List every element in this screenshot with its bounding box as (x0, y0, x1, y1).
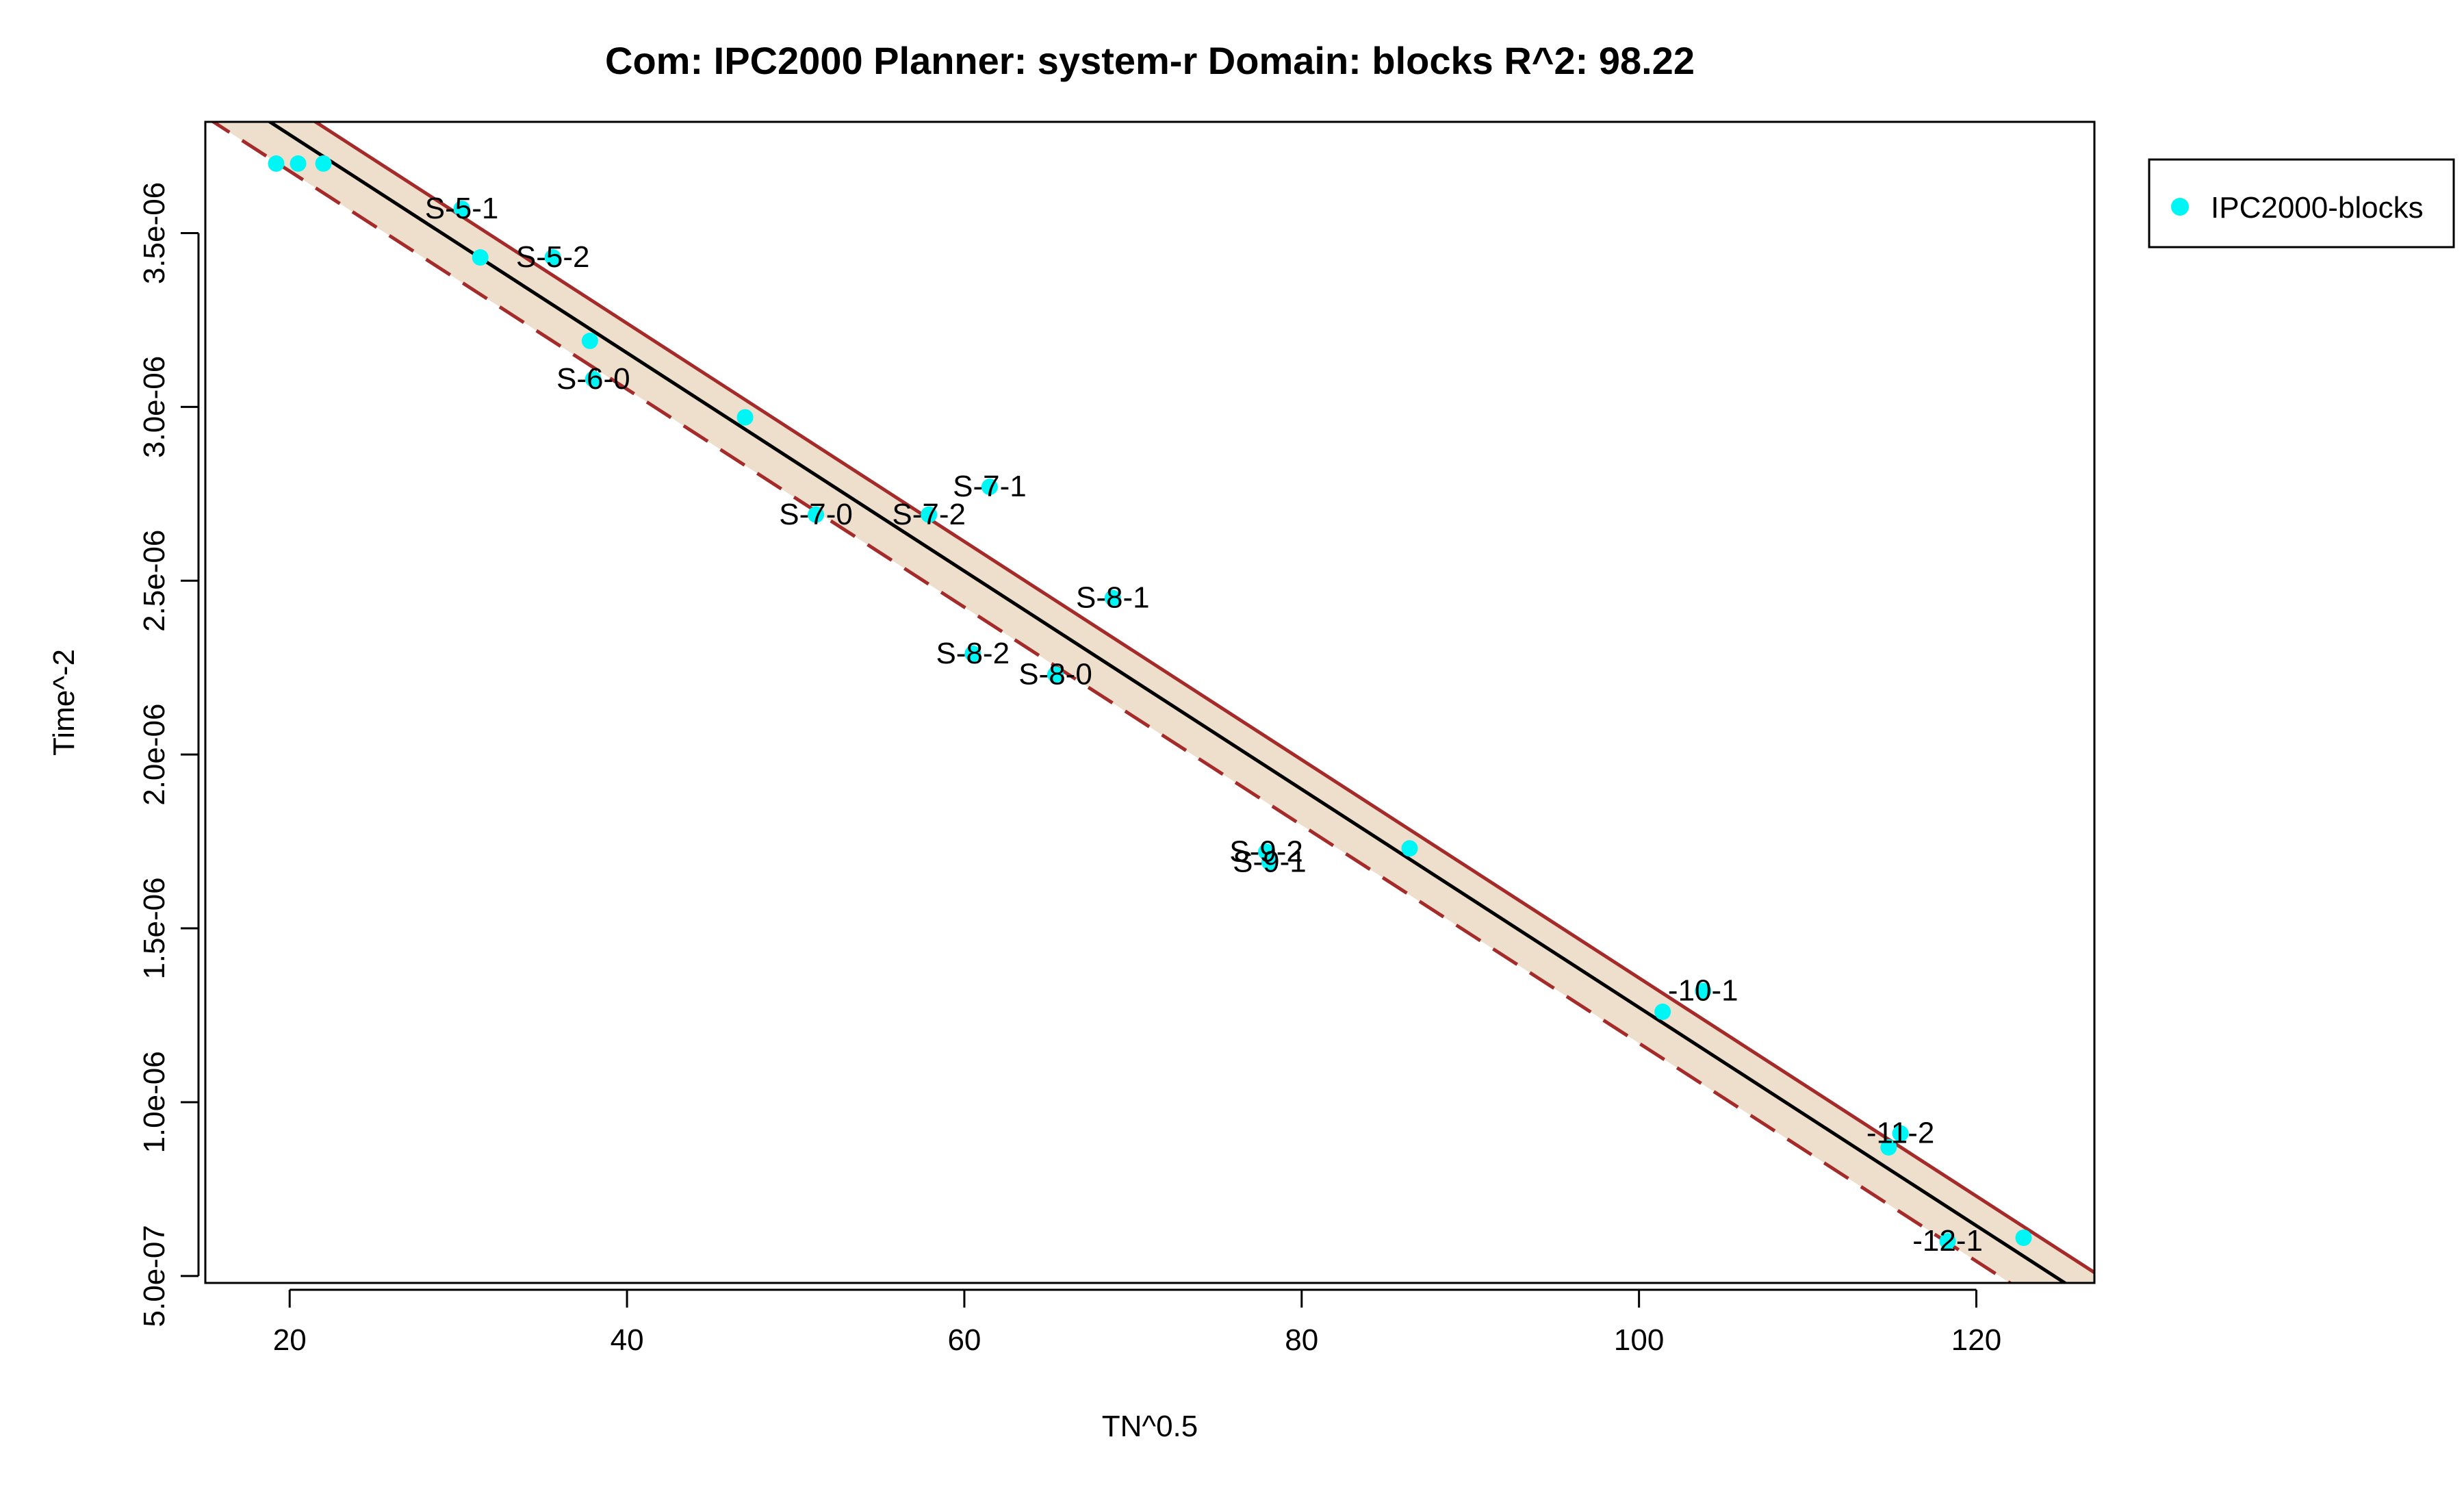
y-tick-label: 2.5e-06 (138, 530, 171, 632)
data-point (581, 332, 598, 349)
point-label: S-7-1 (953, 470, 1027, 503)
y-axis-label: Time^-2 (47, 649, 81, 756)
data-point (1695, 982, 1712, 1000)
confidence-band (210, 122, 2094, 1283)
data-point (1939, 1233, 1956, 1250)
point-label: S-6-0 (556, 362, 630, 396)
data-point (1654, 1003, 1671, 1020)
point-label: -11-2 (1866, 1117, 1934, 1150)
data-point (290, 155, 307, 172)
point-label: S-7-2 (892, 498, 966, 531)
data-point (453, 200, 470, 217)
point-label: S-5-2 (516, 240, 590, 274)
y-tick-label: 1.5e-06 (138, 877, 171, 979)
data-point (1892, 1125, 1909, 1142)
data-points (268, 155, 2032, 1250)
data-point (808, 506, 825, 523)
band-upper-line (312, 122, 2094, 1274)
legend-marker (2171, 198, 2189, 216)
legend-label: IPC2000-blocks (2211, 191, 2424, 225)
y-tick-label: 3.0e-06 (138, 356, 171, 458)
y-tick-label: 1.0e-06 (138, 1051, 171, 1153)
x-tick-label: 60 (947, 1323, 981, 1357)
data-point (544, 249, 561, 266)
point-label: -10-1 (1668, 973, 1738, 1007)
legend: IPC2000-blocks (2148, 158, 2455, 249)
x-axis: 20 40 60 80 100 120 (273, 1288, 2001, 1357)
y-tick-label: 3.5e-06 (138, 182, 171, 284)
x-tick-label: 40 (611, 1323, 644, 1357)
chart-title: Com: IPC2000 Planner: system-r Domain: b… (605, 39, 1695, 82)
point-label: S-5-1 (425, 192, 499, 225)
data-point (1047, 666, 1064, 683)
x-tick-label: 20 (273, 1323, 307, 1357)
plot-frame (204, 120, 2096, 1284)
data-point (981, 479, 998, 496)
x-tick-label: 100 (1614, 1323, 1664, 1357)
point-label: S-9-2 (1229, 835, 1303, 868)
data-point (1401, 840, 1418, 857)
x-tick-label: 120 (1951, 1323, 2001, 1357)
data-point (736, 409, 754, 426)
data-point (268, 155, 285, 172)
y-tick-label: 5.0e-07 (138, 1225, 171, 1327)
point-label: S-8-2 (936, 637, 1010, 670)
point-label: S-8-0 (1018, 657, 1092, 691)
y-axis: 5.0e-07 1.0e-06 1.5e-06 2.0e-06 2.5e-06 3.0e-… (138, 182, 200, 1327)
point-label: S-8-1 (1076, 581, 1150, 615)
legend-box (2148, 158, 2455, 249)
point-label: -12-1 (1912, 1224, 1983, 1258)
data-point (315, 155, 332, 172)
point-labels: S-5-1 S-5-2 S-6-0 S-7-0 S-7-2S-7-1 S-8-2S-8-0… (425, 192, 1983, 1258)
data-point (1880, 1138, 1897, 1156)
data-point (2015, 1229, 2032, 1246)
data-point (964, 645, 981, 662)
data-point (921, 506, 938, 523)
x-axis-label: TN^0.5 (1102, 1410, 1198, 1443)
point-label: S-9-1 (1233, 845, 1307, 879)
data-point (472, 249, 489, 266)
band-lower-line (210, 122, 2014, 1283)
y-tick-label: 2.0e-06 (138, 704, 171, 806)
regression-line (266, 122, 2068, 1283)
data-point (1258, 843, 1275, 861)
band-fill (213, 122, 2094, 1283)
fit-line (266, 122, 2068, 1283)
data-point (585, 370, 602, 387)
data-point (1104, 589, 1121, 607)
x-tick-label: 80 (1285, 1323, 1318, 1357)
point-label: S-7-0 (779, 498, 853, 531)
